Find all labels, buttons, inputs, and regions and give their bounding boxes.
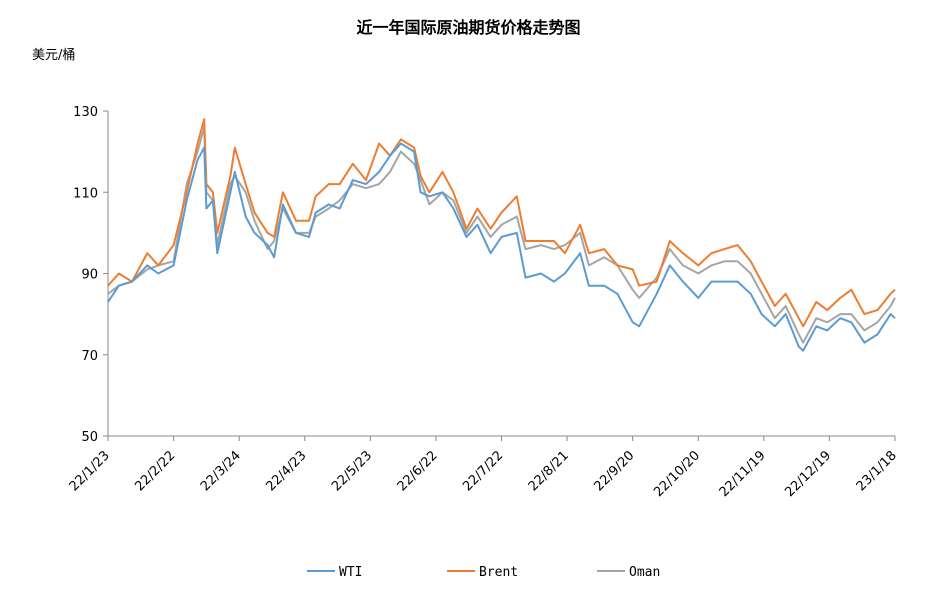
x-tick-label: 22/3/24 xyxy=(198,448,244,494)
x-tick-label: 22/10/20 xyxy=(651,448,703,500)
y-axis-unit-label: 美元/桶 xyxy=(32,48,76,63)
x-tick-label: 22/12/19 xyxy=(782,448,834,500)
x-tick-label: 22/8/21 xyxy=(526,448,572,494)
y-tick-label: 70 xyxy=(81,349,98,364)
legend-label-oman: Oman xyxy=(629,565,660,580)
y-tick-label: 50 xyxy=(81,430,98,445)
x-tick-label: 22/6/22 xyxy=(395,448,441,494)
x-tick-label: 22/4/23 xyxy=(264,448,310,494)
y-tick-label: 130 xyxy=(73,105,98,120)
x-tick-label: 22/2/22 xyxy=(132,448,178,494)
series-line-brent xyxy=(107,118,896,328)
legend-label-brent: Brent xyxy=(479,565,518,580)
y-tick-label: 90 xyxy=(81,268,98,283)
chart-title: 近一年国际原油期货价格走势图 xyxy=(356,18,581,37)
x-tick-label: 22/7/22 xyxy=(460,448,506,494)
legend-label-wti: WTI xyxy=(339,565,362,580)
x-tick-label: 22/1/23 xyxy=(67,448,113,494)
series-line-oman xyxy=(107,126,896,344)
x-tick-label: 22/11/19 xyxy=(717,448,769,500)
y-tick-label: 110 xyxy=(73,186,98,201)
series-line-wti xyxy=(107,142,896,352)
x-tick-label: 23/1/18 xyxy=(854,448,900,494)
x-tick-label: 22/5/23 xyxy=(329,448,375,494)
x-tick-label: 22/9/20 xyxy=(591,448,637,494)
